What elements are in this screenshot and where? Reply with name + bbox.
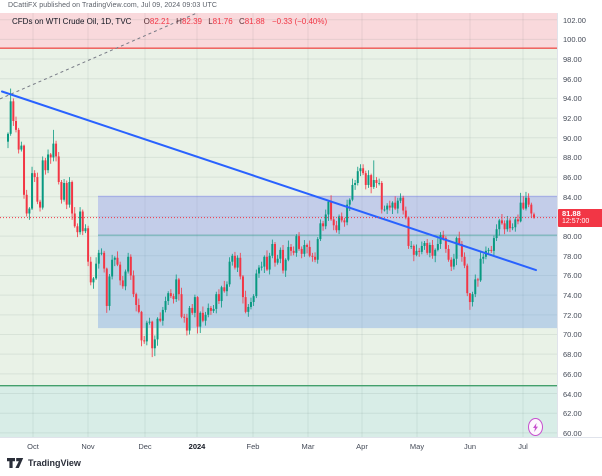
price-tick-label: 70.00 <box>563 330 582 340</box>
ohlc-close-label: C <box>238 17 245 26</box>
ohlc-low-label: L <box>208 17 213 26</box>
ohlc-open-label: O <box>143 17 150 26</box>
time-tick-label: Nov <box>81 442 95 451</box>
price-tick-label: 74.00 <box>563 291 582 301</box>
price-tick-label: 62.00 <box>563 409 582 419</box>
time-tick-label: Dec <box>138 442 152 451</box>
lightning-icon <box>533 422 538 432</box>
ohlc-low-value: 81.76 <box>212 17 233 26</box>
time-tick-label: Jul <box>518 442 528 451</box>
ohlc-high-label: H <box>176 17 182 26</box>
tradingview-attribution[interactable]: TradingView <box>7 458 81 468</box>
time-tick-label: Apr <box>356 442 368 451</box>
price-tick-label: 80.00 <box>563 232 582 242</box>
time-tick-label: Feb <box>246 442 260 451</box>
ohlc-high-value: 82.39 <box>181 17 202 26</box>
time-tick-label: Mar <box>301 442 315 451</box>
price-tick-label: 68.00 <box>563 350 582 360</box>
price-tick-label: 64.00 <box>563 389 582 399</box>
price-tick-label: 86.00 <box>563 173 582 183</box>
last-price-value: 81.88 <box>562 208 581 218</box>
price-tick-label: 76.00 <box>563 271 582 281</box>
price-tick-label: 92.00 <box>563 114 582 124</box>
ohlc-close-value: 81.88 <box>244 17 265 26</box>
event-marker-badge[interactable] <box>528 418 543 436</box>
price-tick-label: 84.00 <box>563 192 582 202</box>
ohlc-open-value: 82.21 <box>149 17 170 26</box>
price-tick-label: 66.00 <box>563 369 582 379</box>
price-tick-label: 96.00 <box>563 74 582 84</box>
price-tick-label: 90.00 <box>563 133 582 143</box>
symbol-legend: CFDs on WTI Crude Oil, 1D, TVC O82.21 H8… <box>12 17 327 26</box>
bar-countdown: 12:57:00 <box>562 217 590 225</box>
time-axis[interactable]: Oct Nov Dec 2024 Feb Mar Apr May Jun Jul <box>0 437 602 457</box>
price-tick-label: 78.00 <box>563 251 582 261</box>
price-tick-label: 100.00 <box>563 35 586 45</box>
price-tick-label: 102.00 <box>563 15 586 25</box>
publish-info: DCattiFX published on TradingView.com, J… <box>8 2 218 9</box>
price-tick-label: 60.00 <box>563 428 582 438</box>
symbol-title[interactable]: CFDs on WTI Crude Oil, 1D, TVC <box>12 17 132 26</box>
price-tick-label: 94.00 <box>563 94 582 104</box>
last-price-label: 81.88 12:57:00 <box>558 208 602 227</box>
tradingview-mark-icon <box>7 458 24 468</box>
change-value: −0.33 (−0.40%) <box>271 17 328 26</box>
time-tick-label: Oct <box>27 442 39 451</box>
time-tick-label: May <box>409 442 425 451</box>
price-tick-label: 88.00 <box>563 153 582 163</box>
tradingview-brand-text: TradingView <box>28 458 81 468</box>
price-tick-label: 98.00 <box>563 55 582 65</box>
time-tick-label: Jun <box>463 442 477 451</box>
time-tick-label: 2024 <box>188 442 206 451</box>
price-tick-label: 72.00 <box>563 310 582 320</box>
